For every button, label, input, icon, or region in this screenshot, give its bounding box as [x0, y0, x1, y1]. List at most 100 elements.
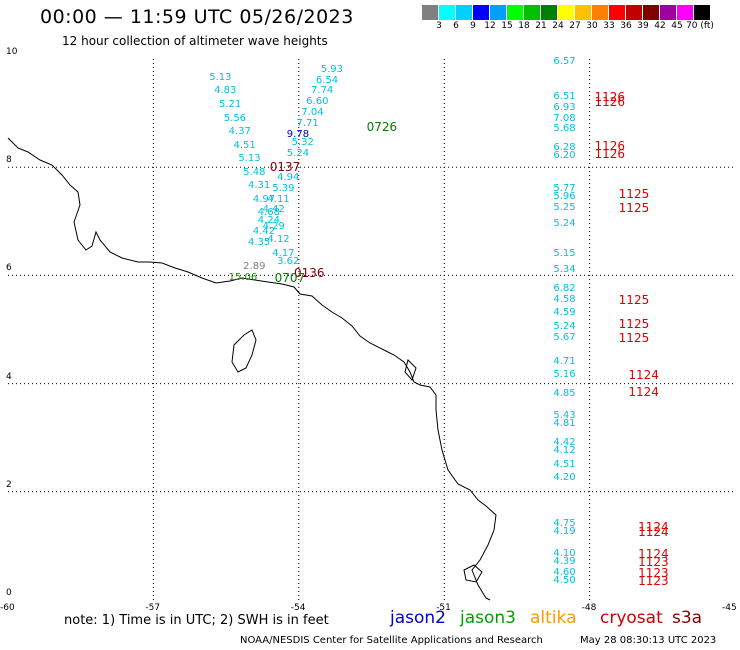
wave-height-value: 4.37: [228, 126, 251, 138]
wave-height-value: 5.32: [291, 136, 314, 148]
wave-height-value: 2.89: [243, 261, 266, 273]
longitude-tick-label: -51: [436, 603, 451, 613]
pass-time-label: 1126: [594, 146, 625, 161]
colorbar-label: 9: [470, 21, 476, 31]
colorbar-label: 18: [518, 21, 530, 31]
wave-height-value: 6.28: [553, 142, 576, 154]
wave-height-value: 5.93: [320, 63, 343, 75]
wave-height-value: 4.68: [257, 207, 280, 219]
wave-height-value: 4.17: [272, 247, 295, 259]
wave-height-value: 4.42: [262, 204, 285, 216]
wave-height-value: 5.16: [553, 369, 576, 381]
wave-height-value: 4.71: [553, 355, 576, 367]
map-subtitle: 12 hour collection of altimeter wave hei…: [62, 34, 328, 48]
longitude-tick-label: -54: [290, 603, 306, 613]
wave-height-value: 4.11: [267, 193, 290, 205]
colorbar-label: 6: [453, 21, 459, 31]
wave-height-value: 5.77: [553, 182, 576, 194]
wave-height-value: 4.10: [553, 548, 576, 559]
colorbar-label: 36: [620, 21, 632, 31]
longitude-tick-label: -48: [581, 603, 597, 613]
colorbar-swatch: [677, 5, 694, 20]
colorbar-label: 21: [535, 21, 547, 31]
wave-height-value: 6.57: [553, 55, 576, 67]
colorbar-swatch: [541, 5, 558, 20]
colorbar-swatch: [524, 5, 541, 20]
colorbar-label: 27: [569, 21, 581, 31]
wave-height-value: 5.68: [553, 123, 576, 135]
wave-height-value: 4.31: [248, 180, 271, 192]
colorbar-swatch: [490, 5, 507, 20]
longitude-tick-label: -60: [0, 603, 15, 613]
wave-height-value: 4.94: [277, 172, 300, 184]
legend-cryosat: cryosat: [600, 608, 663, 628]
wave-height-value: 5.56: [223, 112, 247, 124]
wave-height-value: 5.13: [209, 71, 232, 83]
colorbar-swatch: [439, 5, 456, 20]
pass-time-label: 1124: [628, 384, 659, 399]
legend-jason2: jason2: [390, 608, 446, 628]
wave-height-value: 4.19: [553, 526, 576, 538]
latitude-tick-label: 0: [6, 588, 12, 598]
colorbar-label: 15: [501, 21, 513, 31]
wave-height-value: 6.82: [553, 282, 576, 294]
wave-height-value: 4.51: [553, 458, 576, 470]
pass-time-label: 1126: [594, 89, 625, 104]
wave-height-value: 4.12: [267, 234, 290, 246]
legend-s3a: s3a: [672, 608, 703, 628]
wave-height-value: 7.71: [296, 117, 319, 129]
pass-time-label: 1125: [618, 187, 650, 202]
wave-height-value: 5.67: [553, 331, 576, 343]
pass-time-label: 1125: [618, 330, 650, 345]
latitude-tick-label: 8: [6, 155, 12, 166]
wave-height-value: 4.59: [553, 307, 576, 319]
colorbar-swatch: [626, 5, 643, 20]
latitude-tick-label: 2: [6, 479, 12, 490]
longitude-tick-label: -57: [145, 603, 161, 613]
colorbar-swatch: [422, 5, 439, 20]
colorbar-swatch: [592, 5, 609, 20]
colorbar-swatch: [473, 5, 490, 20]
wave-height-value: 5.15: [553, 247, 576, 259]
wave-height-value: 4.12: [553, 445, 576, 457]
wave-height-value: 3.62: [277, 255, 300, 267]
longitude-tick-label: -45: [722, 603, 737, 613]
colorbar-swatch: [643, 5, 660, 20]
colorbar-labels: 3 6 9 12 15 18 21 24 27 30 33 36 39 42 45 70 (ft): [422, 21, 740, 33]
wave-height-value: 5.13: [238, 153, 261, 165]
wave-height-value: 4.42: [252, 226, 276, 238]
pass-time-label: 1124: [638, 547, 669, 561]
legend-altika: altika: [530, 608, 577, 628]
pass-time-label: 0726: [366, 119, 398, 134]
wave-height-value: 5.43: [553, 410, 576, 422]
colorbar-swatch: [507, 5, 524, 20]
colorbar-label: 30: [586, 21, 598, 31]
pass-time-label: 1123: [638, 574, 669, 589]
island-marajo: [463, 564, 483, 583]
wave-height-value: 5.25: [553, 201, 576, 213]
island-cayenne: [231, 329, 257, 373]
colorbar-swatch: [660, 5, 677, 20]
colorbar-swatch: [558, 5, 575, 20]
wave-height-value: 5.34: [553, 263, 576, 275]
pass-time-label: 1125: [618, 292, 650, 307]
coastline: [7, 137, 497, 601]
wave-height-value: 4.20: [553, 472, 576, 484]
colorbar-label: 42: [654, 21, 666, 31]
wave-height-value: 4.29: [262, 220, 285, 232]
map-title: 00:00 — 11:59 UTC 05/26/2023: [40, 6, 354, 28]
pass-time-label: 1125: [618, 200, 650, 215]
wave-height-value: 4.24: [257, 215, 280, 227]
pass-time-label: 1125: [618, 317, 650, 332]
wave-height-value: 4.85: [553, 388, 576, 400]
colorbar-swatch: [609, 5, 626, 20]
pass-time-label: 1123: [638, 565, 669, 580]
wave-height-value: 5.21: [218, 98, 242, 110]
coastline-guianas: [7, 137, 497, 601]
wave-height-value: 4.39: [553, 556, 576, 568]
latitude-tick-label: 10: [6, 47, 18, 57]
wave-height-value: 4.97: [252, 193, 276, 205]
wave-height-value: 6.20: [553, 150, 576, 162]
pass-time-label: 1124: [638, 519, 669, 534]
